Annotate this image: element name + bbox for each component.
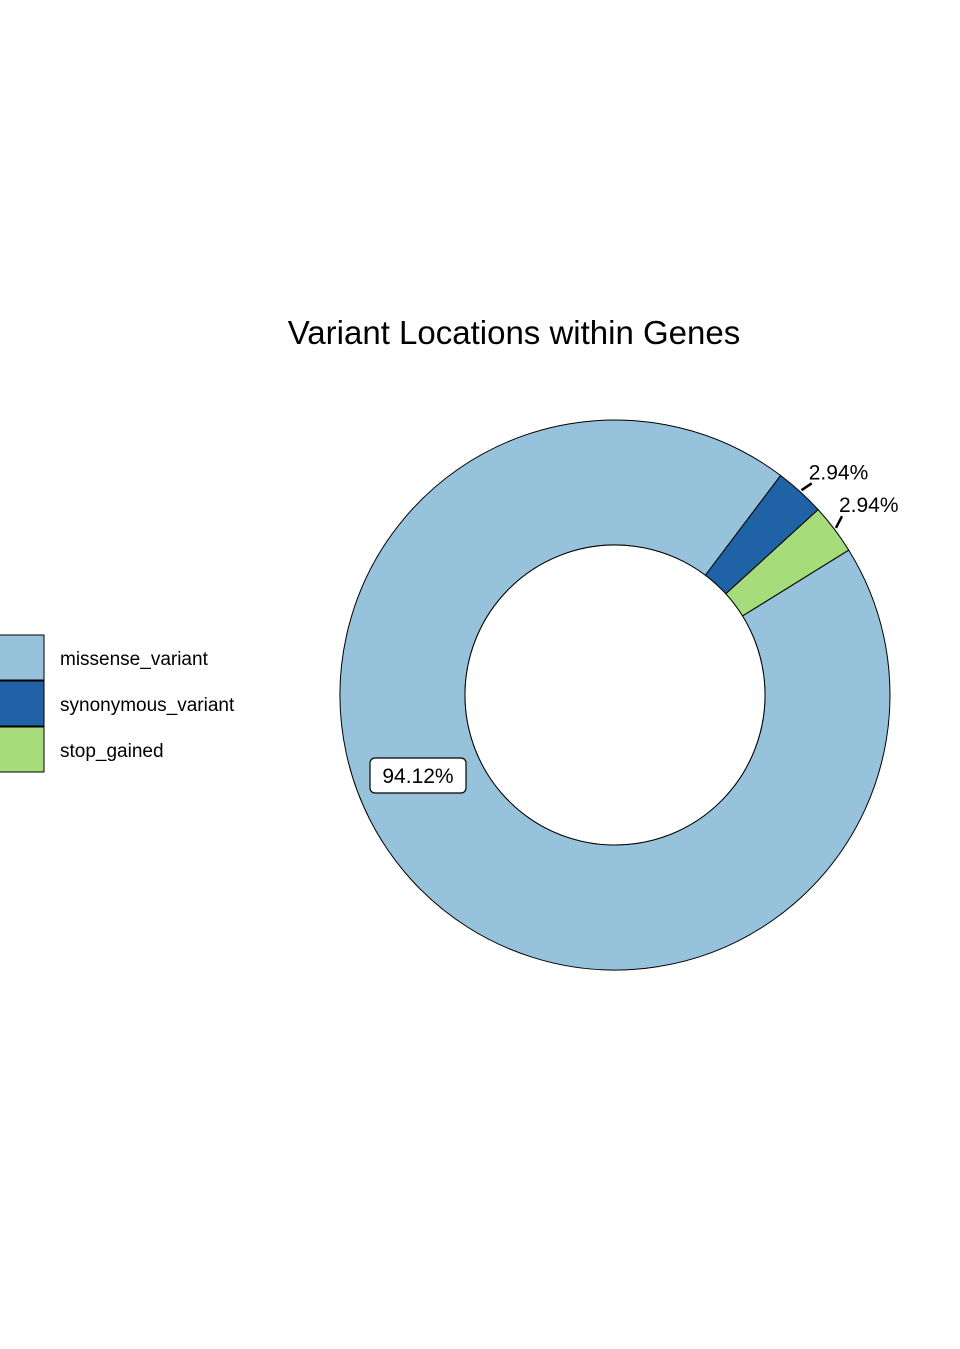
legend-label-stop-gained: stop_gained (60, 741, 164, 762)
labels-group: 94.12% 2.94% 2.94% (369, 461, 899, 794)
legend-label-missense-variant: missense_variant (60, 649, 209, 670)
label-box-missense-variant (369, 757, 467, 794)
legend: missense_variant synonymous_variant stop_g… (0, 634, 235, 773)
leader-line-synonymous-variant (800, 482, 813, 492)
legend-swatch-missense-variant (0, 634, 45, 681)
leader-line-stop-gained (834, 515, 844, 529)
legend-swatch-synonymous-variant (0, 680, 45, 727)
legend-swatch-stop-gained (0, 726, 45, 773)
chart-title: Variant Locations within Genes (288, 314, 740, 351)
slices-group (339, 419, 891, 971)
slice-label-stop-gained: 2.94% (839, 494, 899, 517)
slice-label-missense-variant: 94.12% (382, 765, 453, 788)
donut-hole (464, 544, 766, 846)
slice-label-synonymous-variant: 2.94% (809, 461, 869, 484)
legend-label-synonymous-variant: synonymous_variant (60, 695, 235, 716)
